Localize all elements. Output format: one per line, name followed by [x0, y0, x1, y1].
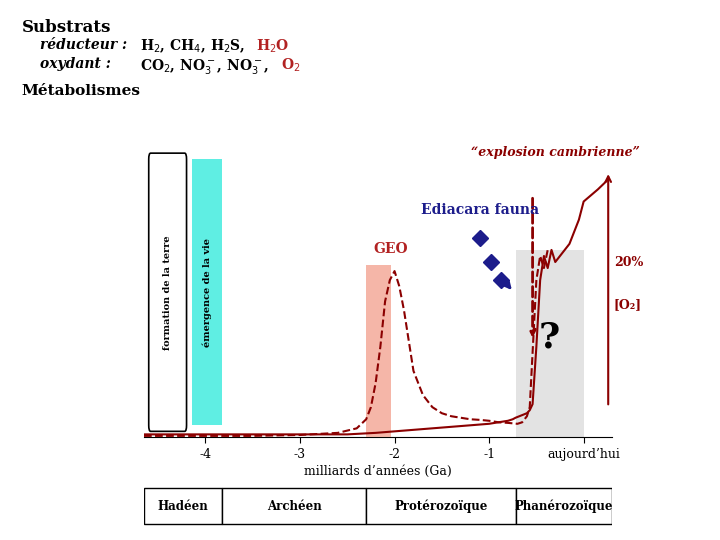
Text: Substrats: Substrats [22, 19, 111, 36]
Bar [516, 488, 612, 524]
FancyBboxPatch shape [149, 153, 186, 431]
Text: O$_2$: O$_2$ [281, 57, 300, 74]
Text: [O₂]: [O₂] [614, 298, 642, 311]
Text: Archéen: Archéen [267, 500, 322, 513]
Text: Protérozoïque: Protérozoïque [394, 500, 487, 513]
Bar [222, 488, 366, 524]
Text: CO$_2$, NO$_3^-$, NO$_3^-$,: CO$_2$, NO$_3^-$, NO$_3^-$, [140, 57, 271, 76]
Bar [192, 159, 222, 426]
Text: émergence de la vie: émergence de la vie [202, 238, 212, 347]
X-axis label: milliards d’années (Ga): milliards d’années (Ga) [304, 465, 452, 478]
Text: ?: ? [539, 321, 560, 355]
Text: formation de la terre: formation de la terre [163, 235, 172, 349]
Text: réducteur :: réducteur : [40, 38, 132, 52]
Bar [366, 488, 516, 524]
Text: “explosion cambrienne”: “explosion cambrienne” [471, 146, 639, 159]
Bar [516, 250, 584, 437]
Text: Métabolismes: Métabolismes [22, 84, 140, 98]
Text: H$_2$, CH$_4$, H$_2$S,: H$_2$, CH$_4$, H$_2$S, [140, 38, 247, 56]
Text: Hadéen: Hadéen [158, 500, 209, 513]
Text: Ediacara fauna: Ediacara fauna [420, 202, 539, 217]
Bar [144, 488, 222, 524]
Text: H$_2$O: H$_2$O [256, 38, 289, 55]
Text: oxydant :: oxydant : [40, 57, 115, 71]
Text: GEO: GEO [374, 242, 408, 256]
Bar [366, 265, 391, 437]
Text: 20%: 20% [614, 255, 643, 268]
Text: Phanérozoïque: Phanérozoïque [515, 500, 613, 513]
